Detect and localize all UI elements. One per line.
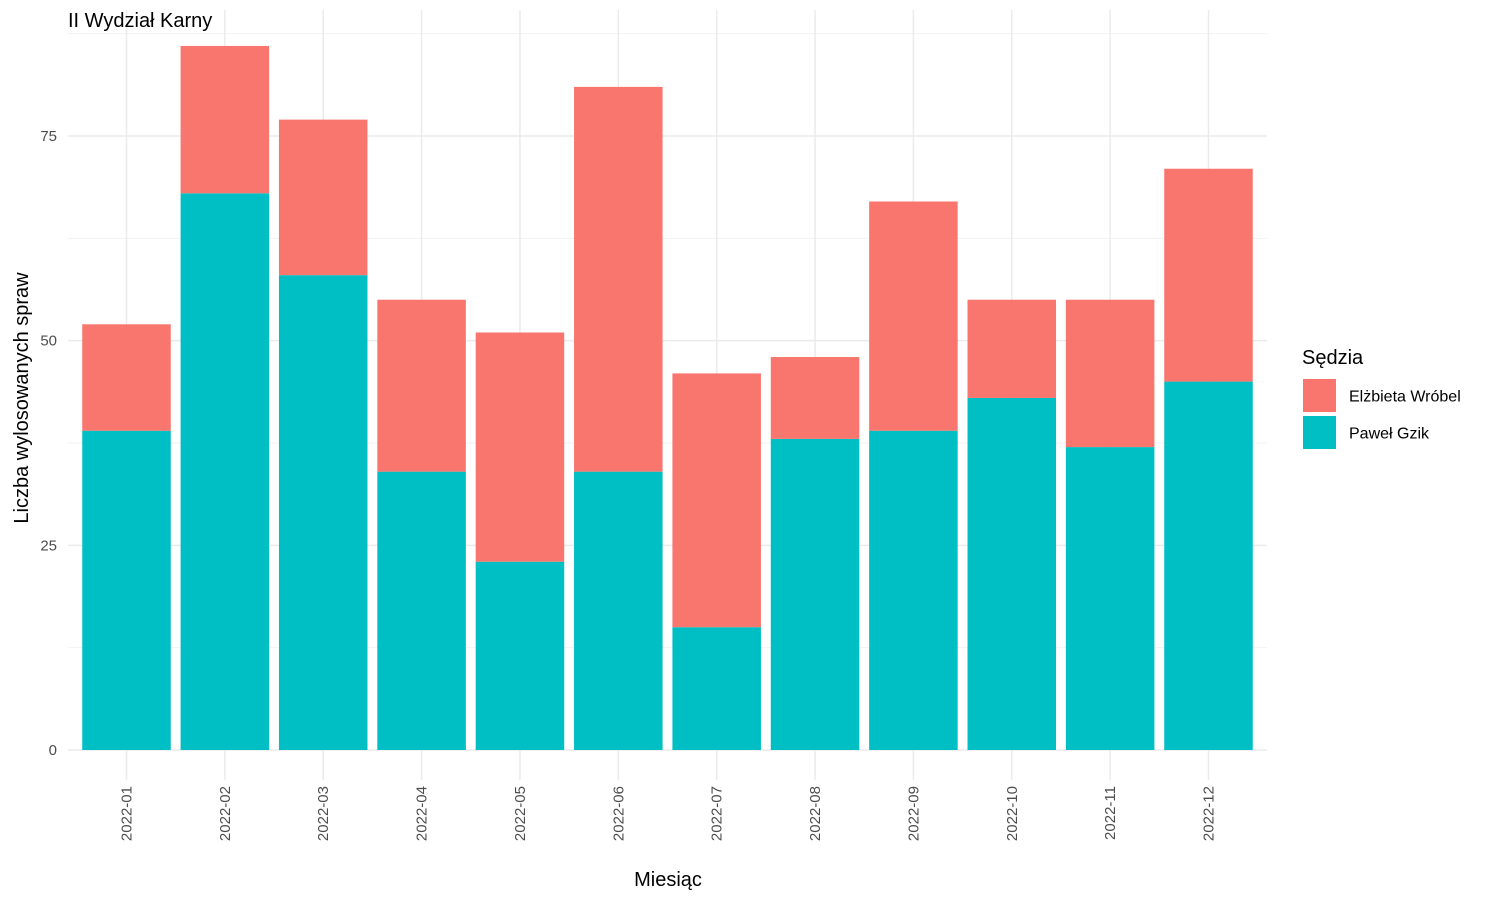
- y-tick-label: 0: [49, 742, 57, 759]
- bar-segment: [1164, 381, 1253, 750]
- bar-segment: [672, 373, 761, 628]
- bar-segment: [475, 332, 565, 562]
- bar-segment: [967, 397, 1057, 750]
- legend-key: [1303, 416, 1336, 449]
- bar-segment: [82, 324, 171, 431]
- bar-segment: [869, 201, 958, 431]
- y-axis-ticks: 0 25 50 75: [40, 128, 57, 759]
- bar-segment: [1065, 299, 1155, 448]
- y-tick-label: 25: [40, 537, 57, 554]
- bar-segment: [672, 627, 761, 750]
- legend-key: [1303, 379, 1336, 412]
- y-axis-title: Liczba wylosowanych spraw: [11, 272, 33, 524]
- bar-segment: [869, 430, 958, 750]
- chart-title: II Wydział Karny: [68, 10, 212, 32]
- x-tick-label: 2022-01: [119, 786, 136, 841]
- x-tick-label: 2022-03: [315, 786, 332, 841]
- x-tick-label: 2022-05: [512, 786, 529, 841]
- bars: [82, 45, 1253, 751]
- legend-label: Elżbieta Wróbel: [1349, 389, 1461, 406]
- legend-title: Sędzia: [1302, 347, 1364, 369]
- x-axis-ticks: 2022-01 2022-02 2022-03 2022-04 2022-05 2022-…: [119, 786, 1218, 841]
- bar-segment: [377, 299, 466, 472]
- legend-entries: Elżbieta Wróbel Paweł Gzik: [1303, 379, 1461, 449]
- x-tick-label: 2022-10: [1004, 786, 1021, 841]
- bar-segment: [278, 119, 368, 276]
- y-tick-label: 50: [40, 333, 57, 350]
- bar-segment: [967, 299, 1057, 398]
- x-axis-title: Miesiąc: [634, 869, 702, 891]
- bar-segment: [574, 471, 663, 750]
- x-tick-label: 2022-09: [905, 786, 922, 841]
- bar-segment: [475, 561, 565, 750]
- bar-segment: [278, 275, 368, 750]
- bar-segment: [377, 471, 466, 750]
- bar-segment: [770, 438, 860, 750]
- bar-segment: [574, 86, 663, 472]
- x-tick-label: 2022-11: [1102, 786, 1119, 840]
- legend: Sędzia Elżbieta Wróbel Paweł Gzik: [1302, 347, 1461, 449]
- x-tick-label: 2022-04: [414, 786, 431, 841]
- bar-segment: [770, 357, 860, 439]
- bar-segment: [180, 45, 270, 194]
- legend-label: Paweł Gzik: [1349, 426, 1430, 443]
- x-tick-label: 2022-06: [610, 786, 627, 841]
- y-tick-label: 75: [40, 128, 57, 145]
- bar-segment: [1164, 168, 1253, 382]
- x-tick-label: 2022-07: [709, 786, 726, 841]
- x-tick-label: 2022-02: [217, 786, 234, 841]
- x-tick-label: 2022-12: [1201, 786, 1218, 841]
- bar-segment: [180, 193, 270, 751]
- x-tick-label: 2022-08: [807, 786, 824, 841]
- bar-segment: [1065, 447, 1155, 750]
- bar-segment: [82, 430, 171, 750]
